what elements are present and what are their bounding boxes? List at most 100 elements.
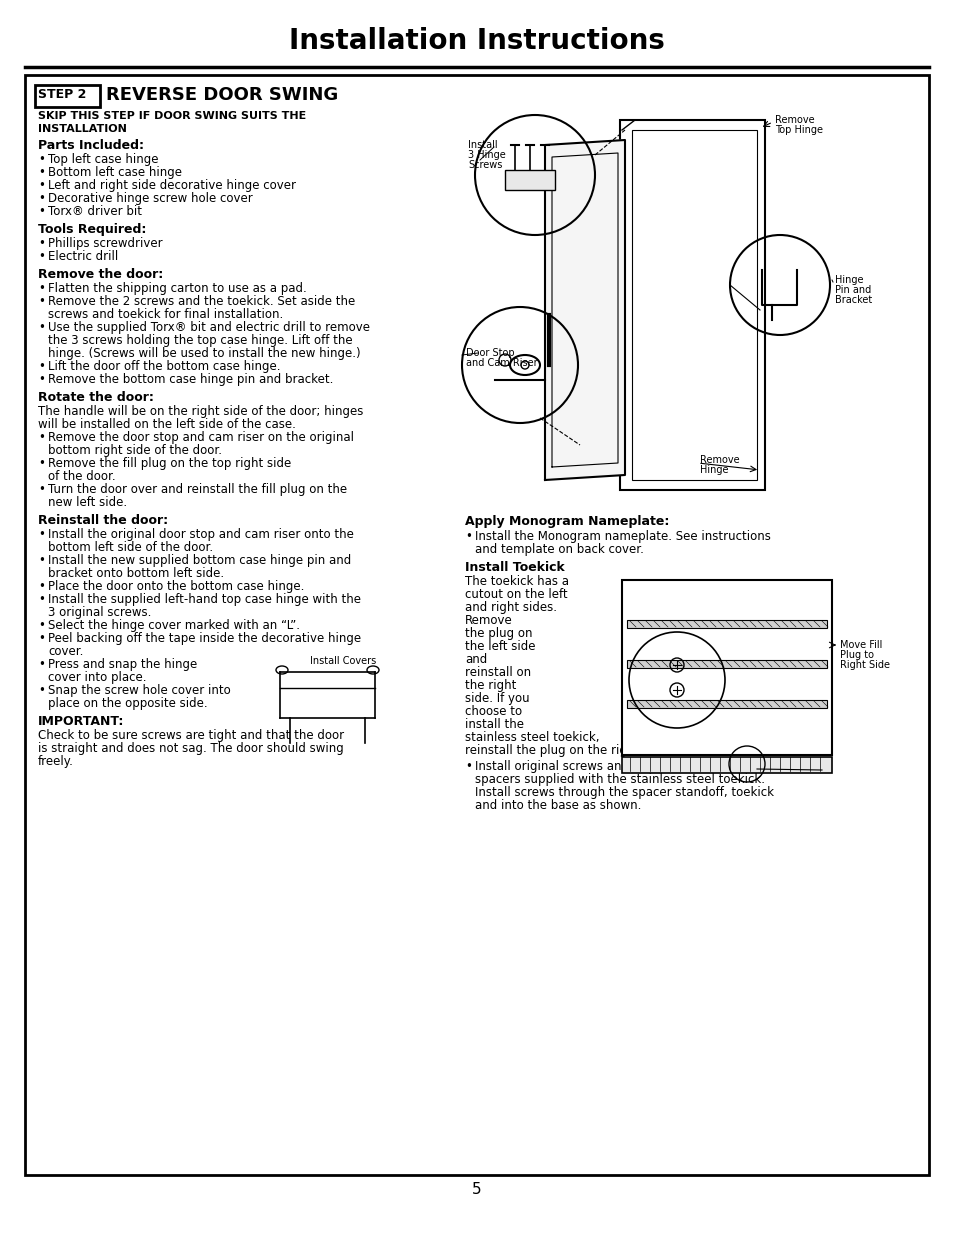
Bar bbox=[25, 75, 928, 1174]
Text: hinge. (Screws will be used to install the new hinge.): hinge. (Screws will be used to install t… bbox=[48, 347, 360, 359]
Text: Decorative hinge screw hole cover: Decorative hinge screw hole cover bbox=[48, 191, 253, 205]
Text: and Cam Riser: and Cam Riser bbox=[465, 358, 537, 368]
Text: bottom left side of the door.: bottom left side of the door. bbox=[48, 541, 213, 555]
Bar bbox=[631, 130, 757, 480]
Text: Apply Monogram Nameplate:: Apply Monogram Nameplate: bbox=[464, 515, 669, 529]
Text: Peel backing off the tape inside the decorative hinge: Peel backing off the tape inside the dec… bbox=[48, 632, 361, 645]
Text: and: and bbox=[464, 653, 487, 666]
Text: Remove the door:: Remove the door: bbox=[38, 268, 163, 282]
Text: Lift the door off the bottom case hinge.: Lift the door off the bottom case hinge. bbox=[48, 359, 280, 373]
Text: Parts Included:: Parts Included: bbox=[38, 140, 144, 152]
Text: Plug to: Plug to bbox=[840, 650, 873, 659]
Text: •: • bbox=[38, 359, 45, 373]
Text: Right Side: Right Side bbox=[840, 659, 889, 671]
Text: •: • bbox=[38, 165, 45, 179]
Text: Move Fill: Move Fill bbox=[840, 640, 882, 650]
Text: the left side: the left side bbox=[464, 640, 535, 653]
Text: screws and toekick for final installation.: screws and toekick for final installatio… bbox=[48, 308, 283, 321]
Text: Door Stop: Door Stop bbox=[465, 348, 514, 358]
Text: •: • bbox=[38, 555, 45, 567]
Text: Reinstall the door:: Reinstall the door: bbox=[38, 514, 168, 527]
Text: Install the new supplied bottom case hinge pin and: Install the new supplied bottom case hin… bbox=[48, 555, 351, 567]
Text: Install Covers: Install Covers bbox=[310, 656, 375, 666]
Bar bbox=[621, 757, 831, 773]
Text: choose to: choose to bbox=[464, 705, 521, 718]
Text: Use the supplied Torx® bit and electric drill to remove: Use the supplied Torx® bit and electric … bbox=[48, 321, 370, 333]
Text: The handle will be on the right side of the door; hinges: The handle will be on the right side of … bbox=[38, 405, 363, 417]
Text: STEP 2: STEP 2 bbox=[38, 89, 87, 101]
Bar bbox=[626, 700, 826, 708]
Text: the plug on: the plug on bbox=[464, 627, 532, 640]
Bar bbox=[619, 120, 764, 490]
Text: cover into place.: cover into place. bbox=[48, 671, 147, 684]
Polygon shape bbox=[544, 140, 624, 480]
Text: Install the original door stop and cam riser onto the: Install the original door stop and cam r… bbox=[48, 529, 354, 541]
Text: 3 original screws.: 3 original screws. bbox=[48, 606, 152, 619]
Text: Flatten the shipping carton to use as a pad.: Flatten the shipping carton to use as a … bbox=[48, 282, 307, 295]
Text: Remove the bottom case hinge pin and bracket.: Remove the bottom case hinge pin and bra… bbox=[48, 373, 333, 387]
Text: Pin and: Pin and bbox=[834, 285, 870, 295]
Bar bbox=[626, 659, 826, 668]
Text: Install screws through the spacer standoff, toekick: Install screws through the spacer stando… bbox=[475, 785, 773, 799]
Text: Installation Instructions: Installation Instructions bbox=[289, 27, 664, 56]
Text: the right: the right bbox=[464, 679, 516, 692]
Text: •: • bbox=[38, 179, 45, 191]
Text: and into the base as shown.: and into the base as shown. bbox=[475, 799, 640, 811]
Text: Screws: Screws bbox=[468, 161, 502, 170]
Text: Install Toekick: Install Toekick bbox=[464, 561, 564, 574]
Text: •: • bbox=[464, 530, 472, 543]
Bar bbox=[504, 170, 555, 190]
Text: Install: Install bbox=[468, 140, 497, 149]
Text: Press and snap the hinge: Press and snap the hinge bbox=[48, 658, 197, 671]
Text: Check to be sure screws are tight and that the door: Check to be sure screws are tight and th… bbox=[38, 729, 344, 742]
Text: Remove the 2 screws and the toekick. Set aside the: Remove the 2 screws and the toekick. Set… bbox=[48, 295, 355, 308]
Text: Left and right side decorative hinge cover: Left and right side decorative hinge cov… bbox=[48, 179, 295, 191]
Text: Torx® driver bit: Torx® driver bit bbox=[48, 205, 142, 219]
Text: •: • bbox=[38, 237, 45, 249]
Text: •: • bbox=[38, 431, 45, 445]
Text: REVERSE DOOR SWING: REVERSE DOOR SWING bbox=[106, 86, 338, 104]
Text: Electric drill: Electric drill bbox=[48, 249, 118, 263]
Text: Top Hinge: Top Hinge bbox=[774, 125, 822, 135]
Text: Turn the door over and reinstall the fill plug on the: Turn the door over and reinstall the fil… bbox=[48, 483, 347, 496]
Text: of the door.: of the door. bbox=[48, 471, 115, 483]
Text: reinstall the plug on the right side of that toekick.: reinstall the plug on the right side of … bbox=[464, 743, 760, 757]
Text: stainless steel toekick,: stainless steel toekick, bbox=[464, 731, 598, 743]
Text: •: • bbox=[38, 282, 45, 295]
Text: Bottom left case hinge: Bottom left case hinge bbox=[48, 165, 182, 179]
Text: Place the door onto the bottom case hinge.: Place the door onto the bottom case hing… bbox=[48, 580, 304, 593]
Text: the 3 screws holding the top case hinge. Lift off the: the 3 screws holding the top case hinge.… bbox=[48, 333, 353, 347]
Bar bbox=[626, 620, 826, 629]
Text: •: • bbox=[38, 249, 45, 263]
Text: •: • bbox=[38, 191, 45, 205]
Text: cover.: cover. bbox=[48, 645, 83, 658]
Bar bbox=[621, 580, 831, 755]
Text: The toekick has a: The toekick has a bbox=[464, 576, 568, 588]
Text: Rotate the door:: Rotate the door: bbox=[38, 391, 153, 404]
Text: Hinge: Hinge bbox=[834, 275, 862, 285]
Text: •: • bbox=[464, 760, 472, 773]
Text: •: • bbox=[38, 580, 45, 593]
Text: •: • bbox=[38, 373, 45, 387]
Text: and right sides.: and right sides. bbox=[464, 601, 557, 614]
Text: is straight and does not sag. The door should swing: is straight and does not sag. The door s… bbox=[38, 742, 343, 755]
Text: Tools Required:: Tools Required: bbox=[38, 224, 146, 236]
Text: place on the opposite side.: place on the opposite side. bbox=[48, 697, 208, 710]
Text: •: • bbox=[38, 457, 45, 471]
Text: Select the hinge cover marked with an “L”.: Select the hinge cover marked with an “L… bbox=[48, 619, 299, 632]
Text: Top left case hinge: Top left case hinge bbox=[48, 153, 158, 165]
Text: install the: install the bbox=[464, 718, 523, 731]
Text: bracket onto bottom left side.: bracket onto bottom left side. bbox=[48, 567, 224, 580]
Text: will be installed on the left side of the case.: will be installed on the left side of th… bbox=[38, 417, 295, 431]
Text: •: • bbox=[38, 321, 45, 333]
Text: freely.: freely. bbox=[38, 755, 73, 768]
Text: •: • bbox=[38, 205, 45, 219]
Text: and template on back cover.: and template on back cover. bbox=[475, 543, 643, 556]
Text: •: • bbox=[38, 658, 45, 671]
Text: Install the Monogram nameplate. See instructions: Install the Monogram nameplate. See inst… bbox=[475, 530, 770, 543]
Text: Snap the screw hole cover into: Snap the screw hole cover into bbox=[48, 684, 231, 697]
Text: SKIP THIS STEP IF DOOR SWING SUITS THE: SKIP THIS STEP IF DOOR SWING SUITS THE bbox=[38, 111, 306, 121]
Text: •: • bbox=[38, 483, 45, 496]
Text: reinstall on: reinstall on bbox=[464, 666, 531, 679]
Text: Remove the door stop and cam riser on the original: Remove the door stop and cam riser on th… bbox=[48, 431, 354, 445]
